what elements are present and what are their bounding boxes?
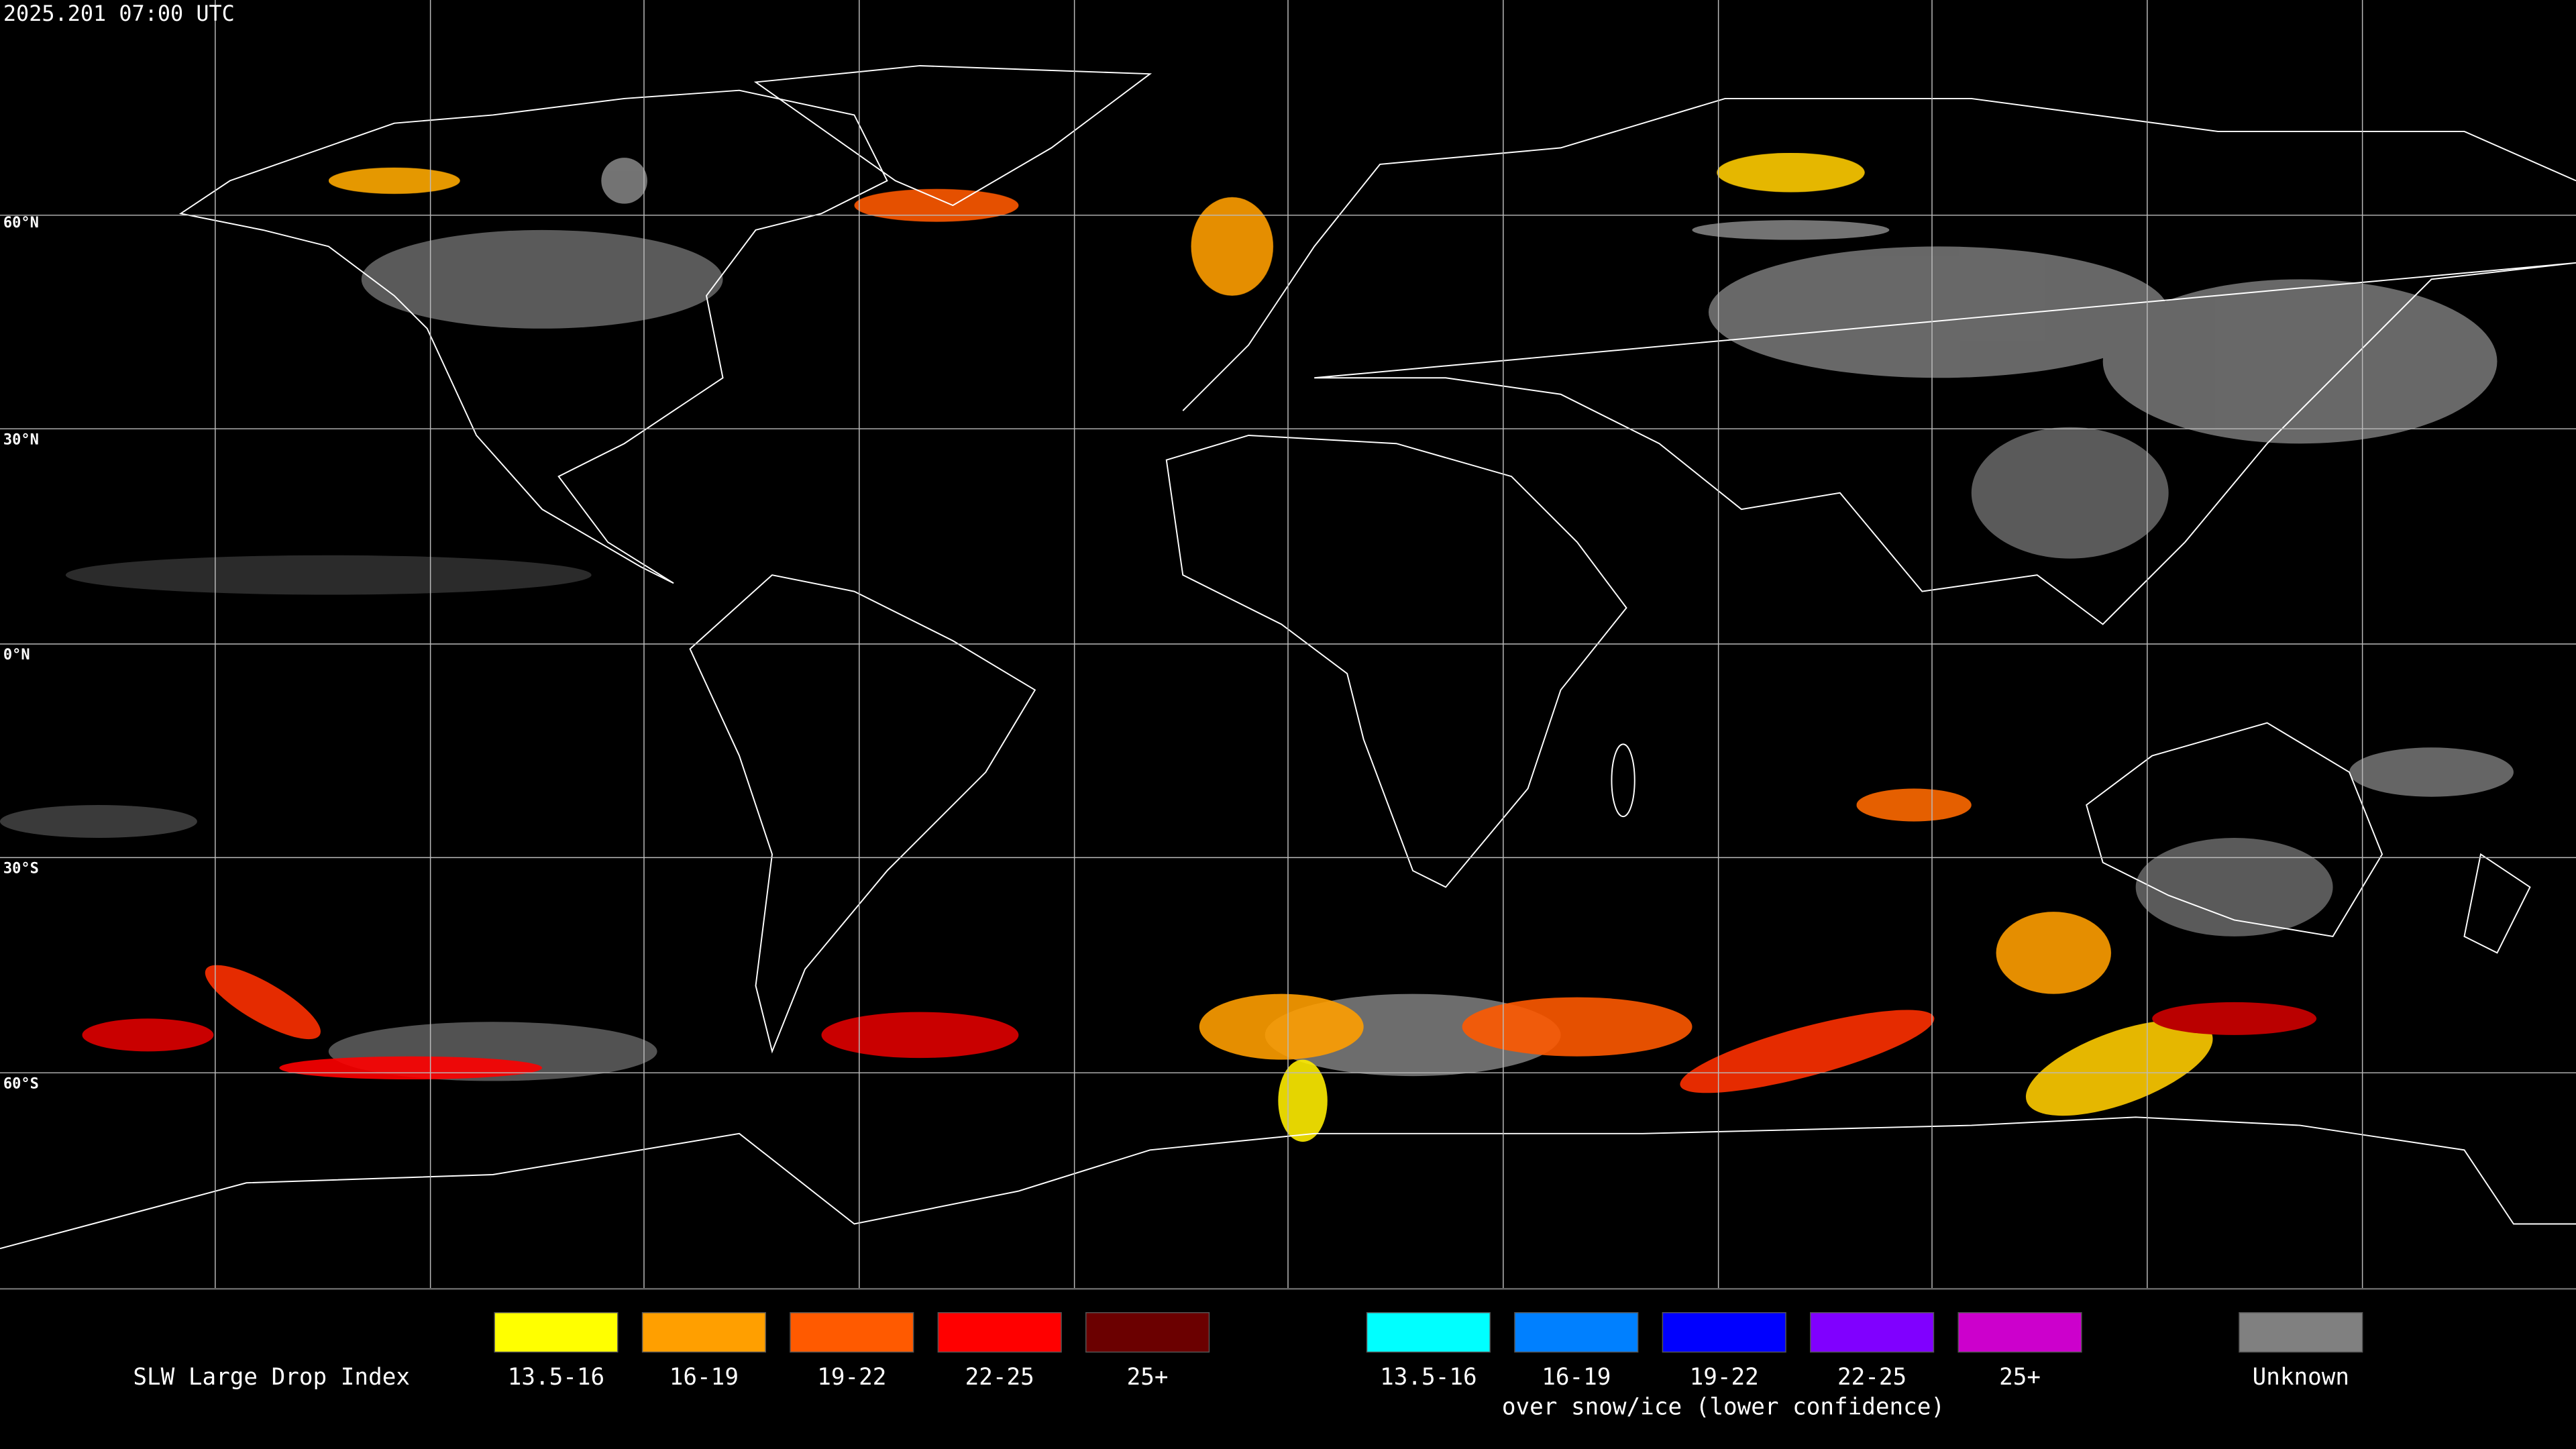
slw-cloud (1996, 912, 2111, 994)
legend-swatch (1366, 1312, 1491, 1353)
slw-cloud (1278, 1059, 1328, 1142)
legend-swatch (641, 1312, 766, 1353)
unknown-cloud (1971, 427, 2169, 559)
legend-swatch (1810, 1312, 1935, 1353)
slw-cloud (1717, 152, 1865, 193)
legend-swatch (494, 1312, 619, 1353)
legend-swatch (1957, 1312, 2082, 1353)
legend-label: 16-19 (669, 1364, 739, 1391)
madagascar (1611, 743, 1635, 818)
latitude-label: 60°S (3, 1075, 39, 1092)
slw-cloud (1462, 997, 1693, 1057)
unknown-cloud (2349, 747, 2514, 797)
slw-cloud (1680, 1010, 1935, 1093)
antarctica (0, 1116, 2576, 1250)
slw-cloud (328, 167, 460, 194)
africa (1165, 434, 1627, 888)
legend-label: 13.5-16 (508, 1364, 604, 1391)
legend-note: over snow/ice (lower confidence) (1502, 1393, 1945, 1420)
legend-label: 16-19 (1542, 1364, 1611, 1391)
legend-label: 22-25 (965, 1364, 1034, 1391)
legend-label: Unknown (2253, 1364, 2349, 1391)
slw-cloud (1856, 788, 1972, 822)
unknown-cloud (601, 158, 647, 204)
unknown-cloud (65, 555, 592, 595)
legend-label: 13.5-16 (1380, 1364, 1477, 1391)
unknown-cloud (2135, 837, 2333, 936)
new-zealand (2463, 853, 2531, 954)
legend-swatch (1662, 1312, 1786, 1353)
graticule (0, 0, 2576, 1288)
legend-label: 25+ (1999, 1364, 2041, 1391)
slw-cloud (1191, 197, 1273, 296)
legend-label: 25+ (1127, 1364, 1169, 1391)
legend-swatch (1514, 1312, 1639, 1353)
legend-swatch (937, 1312, 1062, 1353)
slw-cloud (205, 965, 321, 1040)
legend-swatch (1085, 1312, 1210, 1353)
unknown-cloud (1708, 246, 2169, 378)
latitude-label: 30°N (3, 431, 39, 448)
eurasia (1182, 97, 2576, 625)
south-america (689, 574, 1036, 1054)
unknown-cloud (361, 229, 723, 329)
unknown-cloud (0, 805, 197, 838)
slw-cloud (279, 1056, 543, 1079)
slw-fields (82, 152, 2317, 1142)
legend-label: 19-22 (1690, 1364, 1759, 1391)
legend-title: SLW Large Drop Index (133, 1364, 410, 1391)
legend-label: 22-25 (1837, 1364, 1907, 1391)
slw-cloud (854, 189, 1019, 222)
legend-swatch (790, 1312, 914, 1353)
slw-cloud (821, 1012, 1019, 1059)
greenland (753, 64, 1152, 207)
slw-cloud (2152, 1002, 2317, 1035)
unknown-cloud (2102, 279, 2498, 444)
slw-cloud (1199, 994, 1364, 1060)
australia (2086, 722, 2383, 937)
slw-cloud (82, 1018, 214, 1052)
north-america (178, 89, 888, 584)
timestamp: 2025.201 07:00 UTC (3, 1, 235, 26)
coastlines (0, 64, 2576, 1250)
latitude-label: 60°N (3, 215, 39, 231)
legend-label: 19-22 (817, 1364, 886, 1391)
latitude-label: 30°S (3, 861, 39, 877)
legend-swatch (2239, 1312, 2363, 1353)
unknown-cloud (1692, 220, 1890, 240)
latitude-label: 0°N (3, 647, 30, 663)
slw-cloud (2025, 1020, 2213, 1116)
